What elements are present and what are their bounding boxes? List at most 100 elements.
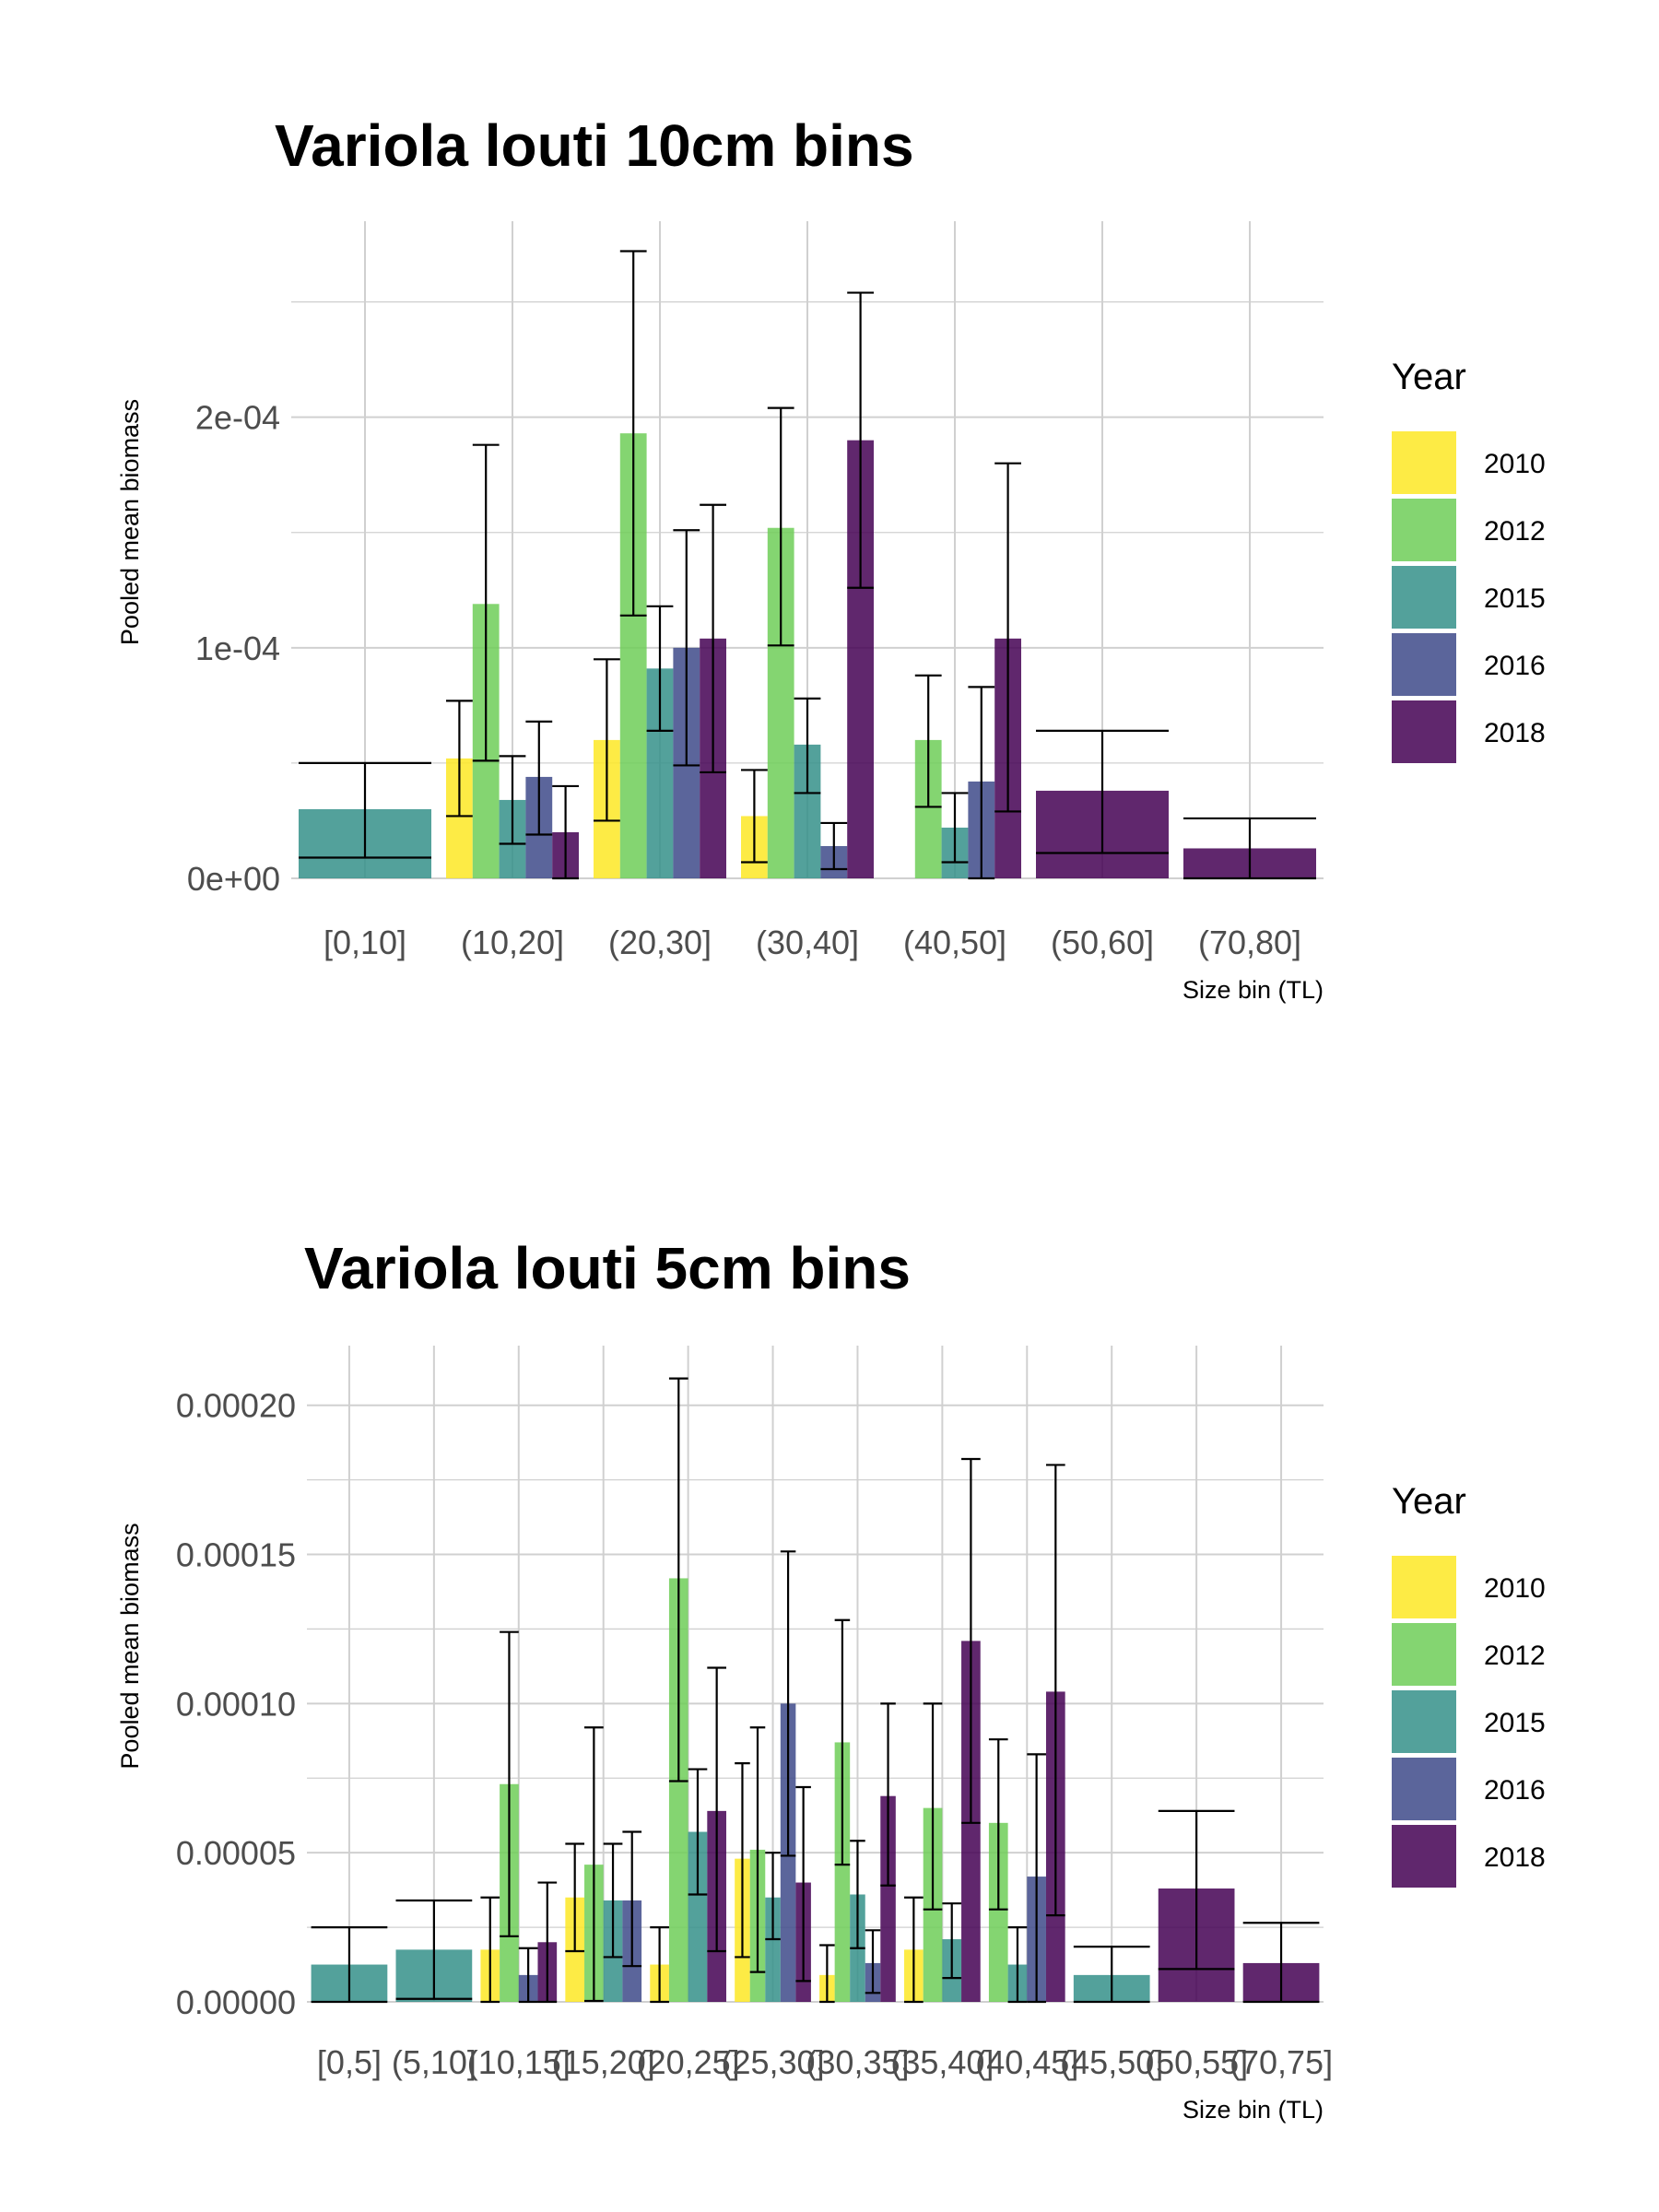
error-bar xyxy=(765,1852,781,1941)
x-tick-label: (50,55] xyxy=(1145,2043,1248,2081)
legend-title: Year xyxy=(1392,1481,1466,1522)
y-tick-label: 0.00005 xyxy=(176,1834,296,1872)
bar-2012 xyxy=(834,1742,851,2002)
legend-swatch-2015 xyxy=(1392,566,1456,629)
x-tick-label: (40,45] xyxy=(975,2043,1078,2081)
legend-label-2016: 2016 xyxy=(1484,651,1546,681)
error-bar xyxy=(988,1738,1008,1911)
bar-2015 xyxy=(765,1897,781,2002)
x-tick-label: (30,40] xyxy=(756,924,859,961)
x-tick-label: (10,15] xyxy=(467,2043,571,2081)
legend-label-2010: 2010 xyxy=(1484,449,1546,479)
y-tick-label: 0.00000 xyxy=(176,1983,296,2021)
error-bar xyxy=(299,761,431,859)
bar-2012 xyxy=(988,1822,1008,2002)
error-bar xyxy=(904,1896,924,2004)
x-tick-label: (70,80] xyxy=(1198,924,1301,961)
chart-title: Variola louti 10cm bins xyxy=(275,112,914,179)
y-tick-label: 1e-04 xyxy=(195,629,280,667)
legend-label-2010: 2010 xyxy=(1484,1573,1546,1604)
y-tick-label: 0e+00 xyxy=(187,860,280,898)
error-bar xyxy=(1007,1925,1028,2004)
legend: Year 2010 2012 2015 2016 2018 xyxy=(1392,1481,1546,1888)
legend-label-2018: 2018 xyxy=(1484,1842,1546,1873)
error-bar xyxy=(847,291,874,589)
error-bar xyxy=(499,755,526,845)
bar-2012 xyxy=(668,1578,688,2002)
legend-swatch-2012 xyxy=(1392,499,1456,561)
error-bar xyxy=(650,1925,669,2004)
x-tick-label: (35,40] xyxy=(890,2043,994,2081)
x-tick-label: (50,60] xyxy=(1051,924,1154,961)
error-bar xyxy=(850,1840,865,1949)
x-tick-label: [0,10] xyxy=(324,924,406,961)
x-tick-label: (30,35] xyxy=(806,2043,909,2081)
error-bar xyxy=(673,529,700,767)
error-bar xyxy=(500,1630,519,1937)
error-bar xyxy=(525,720,553,836)
legend-swatch-2012 xyxy=(1392,1623,1456,1686)
error-bar xyxy=(820,821,848,871)
y-tick-label: 0.00015 xyxy=(176,1536,296,1574)
error-bar xyxy=(941,792,969,864)
error-bar xyxy=(311,1925,388,2004)
x-tick-label: (10,20] xyxy=(461,924,564,961)
x-tick-label: (15,20] xyxy=(552,2043,655,2081)
chart-5cm-bins: 0.00000 0.00005 0.00010 0.00015 0.00020 [0,5]… xyxy=(116,1235,1546,2124)
y-tick-label: 0.00020 xyxy=(176,1387,296,1425)
y-axis-label: Pooled mean biomass xyxy=(116,399,144,645)
error-bar xyxy=(749,1726,766,1973)
error-bar xyxy=(1158,1809,1235,1971)
error-bar xyxy=(552,784,579,880)
error-bar xyxy=(518,1947,538,2004)
error-bar xyxy=(741,769,768,864)
legend-label-2018: 2018 xyxy=(1484,718,1546,748)
error-bar xyxy=(1027,1753,1046,2004)
legend-swatch-2016 xyxy=(1392,633,1456,696)
error-bar xyxy=(1183,817,1316,880)
error-bar xyxy=(646,605,674,732)
error-bar xyxy=(688,1768,708,1896)
legend-swatch-2016 xyxy=(1392,1758,1456,1820)
error-bar xyxy=(819,1944,835,2004)
error-bar xyxy=(395,1899,473,2000)
error-bar xyxy=(707,1666,726,1953)
legend: Year 2010 2012 2015 2016 2018 xyxy=(1392,357,1546,763)
x-tick-label: (25,30] xyxy=(722,2043,825,2081)
error-bar xyxy=(480,1896,500,2004)
x-axis-label: Size bin (TL) xyxy=(1182,976,1324,1004)
x-tick-label: (20,25] xyxy=(637,2043,740,2081)
error-bar xyxy=(472,443,500,762)
error-bar xyxy=(914,674,942,808)
error-bar xyxy=(565,1842,585,1953)
error-bar xyxy=(942,1902,962,1980)
error-bar xyxy=(1045,1464,1065,1917)
legend-label-2012: 2012 xyxy=(1484,1641,1546,1671)
error-bar xyxy=(968,686,995,880)
legend-label-2016: 2016 xyxy=(1484,1775,1546,1806)
legend-swatch-2018 xyxy=(1392,1825,1456,1888)
x-tick-label: (70,75] xyxy=(1230,2043,1333,2081)
bar-2015 xyxy=(688,1831,708,2002)
error-bar xyxy=(880,1702,896,1887)
error-bar xyxy=(1073,1946,1150,2004)
legend-swatch-2015 xyxy=(1392,1690,1456,1753)
error-bar xyxy=(795,1785,811,1983)
y-tick-label: 0.00010 xyxy=(176,1685,296,1723)
error-bar xyxy=(584,1726,604,2003)
error-bar xyxy=(865,1929,881,1994)
error-bar xyxy=(1036,729,1169,854)
x-tick-label: [0,5] xyxy=(317,2043,382,2081)
error-bar xyxy=(668,1377,688,1783)
legend-label-2015: 2015 xyxy=(1484,583,1546,614)
error-bar xyxy=(767,406,794,647)
legend-swatch-2018 xyxy=(1392,700,1456,763)
y-axis-label: Pooled mean biomass xyxy=(116,1523,144,1769)
x-axis-label: Size bin (TL) xyxy=(1182,2096,1324,2124)
legend-swatch-2010 xyxy=(1392,1556,1456,1618)
chart-title: Variola louti 5cm bins xyxy=(304,1235,911,1301)
bar-2018 xyxy=(880,1795,896,2002)
y-tick-label: 2e-04 xyxy=(195,399,280,437)
error-bar xyxy=(622,1830,642,1968)
